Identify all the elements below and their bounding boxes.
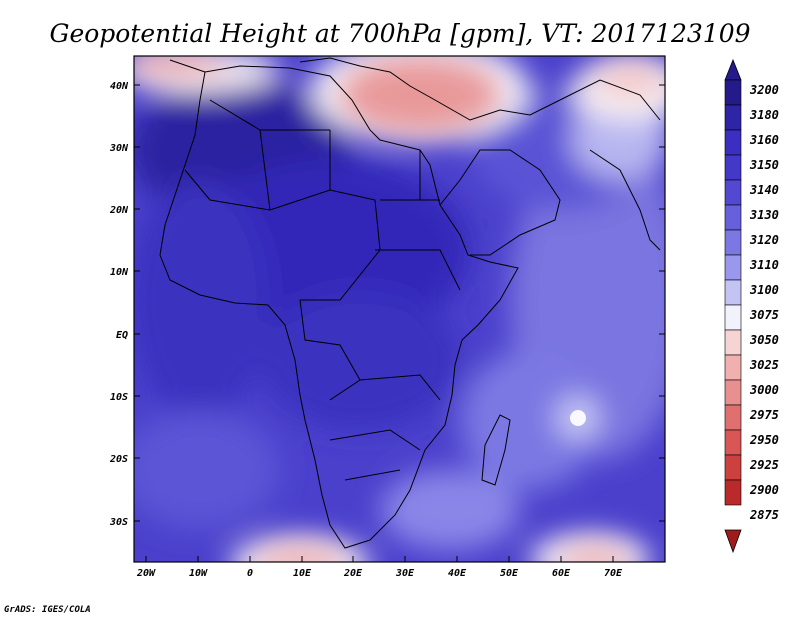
colorbar-label: 3110	[749, 258, 779, 272]
colorbar-bottom-arrow	[724, 529, 742, 554]
colorbar-top-arrow	[724, 58, 742, 81]
colorbar-swatch	[724, 379, 742, 406]
lon-tick-label: 20E	[343, 568, 363, 579]
colorbar-label: 3075	[749, 308, 779, 322]
lon-tick-label: 10E	[293, 568, 312, 579]
colorbar-swatch	[724, 479, 742, 506]
longitude-axis: 20W 10W 0 10E 20E 30E 40E 50E 60E 70E	[136, 556, 623, 579]
colorbar-swatch	[724, 429, 742, 456]
colorbar-swatch	[724, 204, 742, 231]
colorbar-swatch	[724, 304, 742, 331]
lat-tick-label: 40N	[110, 81, 129, 92]
colorbar-swatch	[724, 154, 742, 181]
colorbar-label: 3130	[749, 208, 779, 222]
colorbar-label: 3050	[749, 333, 779, 347]
lat-tick-label: 20N	[109, 205, 129, 216]
lat-tick-label: 20S	[109, 454, 128, 465]
lon-tick-label: 40E	[448, 568, 467, 579]
colorbar-swatch	[724, 454, 742, 481]
colorbar: 3200 3180 3160 3150 3140 3130 3120 3110 …	[724, 58, 779, 554]
colorbar-label: 3180	[749, 108, 779, 122]
colorbar-swatch	[724, 404, 742, 431]
lon-tick-label: 70E	[604, 568, 623, 579]
lon-tick-label: 20W	[136, 568, 156, 579]
colorbar-label: 3150	[749, 158, 779, 172]
colorbar-swatch	[724, 279, 742, 306]
lat-tick-label: 10S	[110, 392, 128, 403]
latitude-axis: 40N 30N 20N 10N EQ 10S 20S 30S	[109, 81, 665, 528]
colorbar-label: 2900	[749, 483, 779, 497]
colorbar-swatch	[724, 229, 742, 256]
colorbar-label: 3000	[749, 383, 779, 397]
colorbar-swatch	[724, 104, 742, 131]
height-field	[134, 56, 665, 562]
colorbar-label: 3160	[749, 133, 779, 147]
colorbar-swatches	[724, 79, 742, 506]
lon-tick-label: 10W	[189, 568, 208, 579]
colorbar-swatch	[724, 179, 742, 206]
colorbar-label: 3120	[749, 233, 779, 247]
lon-tick-label: 30E	[395, 568, 415, 579]
colorbar-label: 2925	[749, 458, 779, 472]
colorbar-label: 3025	[749, 358, 779, 372]
colorbar-label: 3100	[749, 283, 779, 297]
coastlines	[159, 57, 661, 549]
chart-title: Geopotential Height at 700hPa [gpm], VT:…	[49, 19, 750, 48]
colorbar-swatch	[724, 354, 742, 381]
lat-tick-label: 10N	[110, 267, 129, 278]
credit-text: GrADS: IGES/COLA	[4, 605, 91, 615]
lat-tick-label: EQ	[116, 330, 128, 341]
colorbar-label: 2975	[749, 408, 779, 422]
colorbar-swatch	[724, 129, 742, 156]
colorbar-label: 3200	[749, 83, 779, 97]
colorbar-swatch	[724, 79, 742, 106]
lat-tick-label: 30N	[109, 143, 129, 154]
lon-tick-label: 0	[247, 568, 253, 579]
colorbar-swatch	[724, 254, 742, 281]
colorbar-label: 3140	[749, 183, 779, 197]
colorbar-label: 2950	[749, 433, 779, 447]
colorbar-label: 2875	[749, 508, 779, 522]
plot-frame	[133, 55, 666, 563]
lat-tick-label: 30S	[109, 517, 128, 528]
lon-tick-label: 60E	[552, 568, 571, 579]
lon-tick-label: 50E	[500, 568, 519, 579]
colorbar-swatch	[724, 329, 742, 356]
